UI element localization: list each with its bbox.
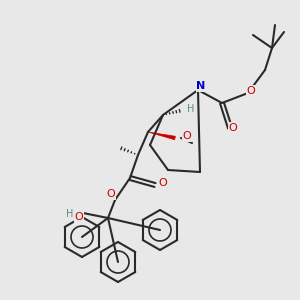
Text: H: H bbox=[66, 209, 74, 219]
Text: O: O bbox=[247, 86, 255, 96]
Text: H: H bbox=[187, 104, 195, 114]
Text: O: O bbox=[159, 178, 167, 188]
Text: O: O bbox=[106, 189, 116, 199]
Text: N: N bbox=[196, 81, 206, 91]
Text: O: O bbox=[183, 131, 191, 141]
Polygon shape bbox=[148, 132, 176, 140]
Text: O: O bbox=[229, 123, 237, 133]
Text: O: O bbox=[75, 212, 83, 222]
